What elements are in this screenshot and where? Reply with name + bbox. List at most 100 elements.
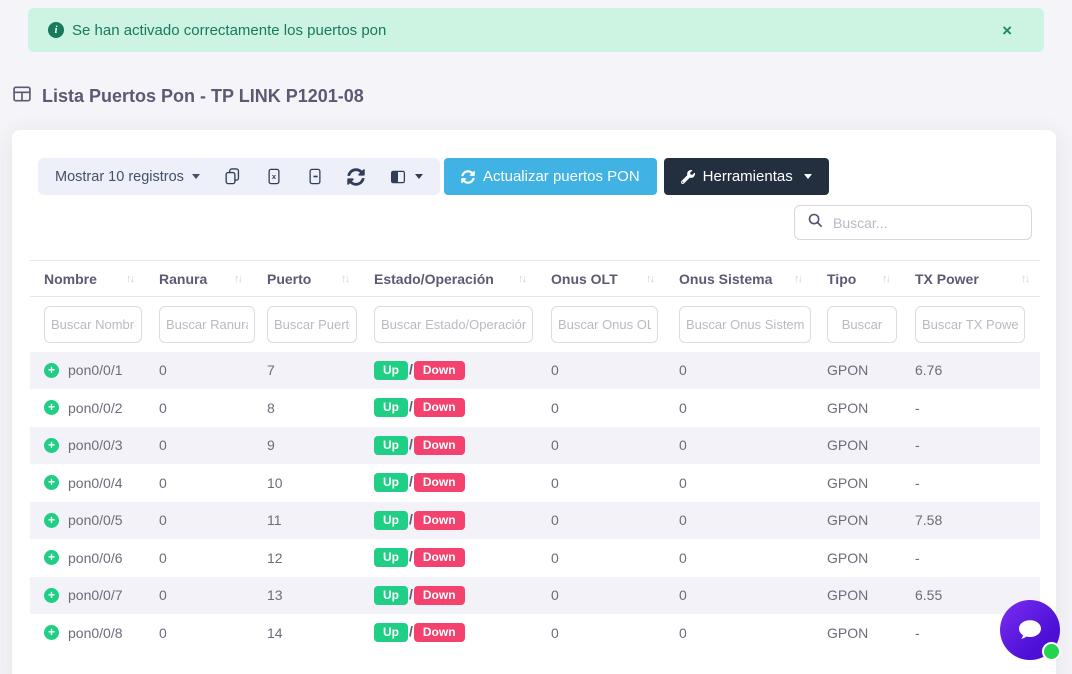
chat-online-dot bbox=[1042, 642, 1061, 661]
alert-message: Se han activado correctamente los puerto… bbox=[72, 22, 386, 39]
estado-operacion-cell: Up/Down bbox=[360, 464, 537, 502]
sort-icon bbox=[126, 273, 133, 285]
status-down-badge: Down bbox=[414, 398, 465, 417]
sort-icon bbox=[794, 273, 801, 285]
puerto-cell: 11 bbox=[253, 502, 360, 540]
info-circle-icon: i bbox=[48, 22, 64, 38]
search-icon bbox=[807, 212, 824, 234]
column-header-onus-sistema[interactable]: Onus Sistema bbox=[665, 261, 813, 297]
expand-row-icon[interactable] bbox=[44, 475, 59, 490]
onus-sistema-cell: 0 bbox=[665, 539, 813, 577]
column-header-tipo[interactable]: Tipo bbox=[813, 261, 901, 297]
onus-sistema-cell: 0 bbox=[665, 577, 813, 615]
tx-power-cell: 7.58 bbox=[901, 502, 1040, 540]
port-name: pon0/0/3 bbox=[68, 437, 123, 453]
status-down-badge: Down bbox=[414, 361, 465, 380]
estado-operacion-cell: Up/Down bbox=[360, 577, 537, 615]
status-up-badge: Up bbox=[374, 548, 408, 567]
nombre-cell: pon0/0/1 bbox=[30, 352, 145, 390]
column-header-onus-olt[interactable]: Onus OLT bbox=[537, 261, 665, 297]
badge-separator: / bbox=[409, 511, 413, 527]
filter-puerto-input[interactable] bbox=[267, 306, 357, 343]
caret-down-icon bbox=[192, 174, 200, 179]
port-name: pon0/0/2 bbox=[68, 400, 123, 416]
column-header-nombre[interactable]: Nombre bbox=[30, 261, 145, 297]
expand-row-icon[interactable] bbox=[44, 588, 59, 603]
onus-olt-cell: 0 bbox=[537, 502, 665, 540]
filter-ranura-input[interactable] bbox=[159, 306, 255, 343]
chat-widget-button[interactable] bbox=[1000, 600, 1060, 660]
tipo-cell: GPON bbox=[813, 539, 901, 577]
onus-olt-cell: 0 bbox=[537, 464, 665, 502]
status-down-badge: Down bbox=[414, 511, 465, 530]
nombre-cell: pon0/0/7 bbox=[30, 577, 145, 615]
filter-onus-olt-input[interactable] bbox=[551, 306, 658, 343]
filter-tx-power-input[interactable] bbox=[915, 306, 1025, 343]
column-header-tx-power[interactable]: TX Power bbox=[901, 261, 1040, 297]
puerto-cell: 7 bbox=[253, 352, 360, 390]
ranura-cell: 0 bbox=[145, 427, 253, 465]
caret-down-icon bbox=[804, 174, 812, 179]
filter-nombre-input[interactable] bbox=[44, 306, 142, 343]
ranura-cell: 0 bbox=[145, 502, 253, 540]
export-file-icon[interactable] bbox=[306, 166, 324, 187]
port-name: pon0/0/5 bbox=[68, 512, 123, 528]
expand-row-icon[interactable] bbox=[44, 625, 59, 640]
column-header-estado-operacion[interactable]: Estado/Operación bbox=[360, 261, 537, 297]
onus-sistema-cell: 0 bbox=[665, 427, 813, 465]
port-name: pon0/0/1 bbox=[68, 362, 123, 378]
refresh-icon bbox=[461, 170, 475, 184]
onus-olt-cell: 0 bbox=[537, 389, 665, 427]
table-row: pon0/0/6 0 12 Up/Down 0 0 GPON - bbox=[30, 539, 1040, 577]
ranura-cell: 0 bbox=[145, 577, 253, 615]
page-title-text: Lista Puertos Pon - TP LINK P1201-08 bbox=[42, 86, 364, 107]
page-length-label: Mostrar 10 registros bbox=[55, 169, 184, 185]
wrench-icon bbox=[681, 170, 695, 184]
port-name: pon0/0/4 bbox=[68, 475, 123, 491]
tools-dropdown-button[interactable]: Herramientas bbox=[664, 158, 829, 195]
tipo-cell: GPON bbox=[813, 352, 901, 390]
reload-icon[interactable] bbox=[347, 168, 365, 186]
chat-bubble-icon bbox=[1015, 615, 1045, 645]
filter-tipo-input[interactable] bbox=[827, 306, 897, 343]
status-up-badge: Up bbox=[374, 473, 408, 492]
page-title: Lista Puertos Pon - TP LINK P1201-08 bbox=[12, 84, 364, 109]
onus-olt-cell: 0 bbox=[537, 577, 665, 615]
export-excel-icon[interactable]: x bbox=[265, 166, 283, 187]
filter-estado-operacion-input[interactable] bbox=[374, 306, 533, 343]
sort-icon bbox=[518, 273, 525, 285]
puerto-cell: 9 bbox=[253, 427, 360, 465]
estado-operacion-cell: Up/Down bbox=[360, 614, 537, 652]
expand-row-icon[interactable] bbox=[44, 513, 59, 528]
tx-power-cell: - bbox=[901, 427, 1040, 465]
onus-sistema-cell: 0 bbox=[665, 389, 813, 427]
nombre-cell: pon0/0/2 bbox=[30, 389, 145, 427]
tools-button-label: Herramientas bbox=[703, 168, 793, 185]
copy-icon[interactable] bbox=[223, 166, 242, 187]
estado-operacion-cell: Up/Down bbox=[360, 352, 537, 390]
status-down-badge: Down bbox=[414, 473, 465, 492]
sort-icon bbox=[1021, 273, 1028, 285]
column-visibility-icon[interactable] bbox=[388, 168, 423, 186]
status-up-badge: Up bbox=[374, 511, 408, 530]
tipo-cell: GPON bbox=[813, 389, 901, 427]
badge-separator: / bbox=[409, 473, 413, 489]
close-alert-icon[interactable]: × bbox=[1002, 22, 1012, 39]
onus-olt-cell: 0 bbox=[537, 539, 665, 577]
column-header-ranura[interactable]: Ranura bbox=[145, 261, 253, 297]
search-input[interactable] bbox=[833, 215, 1019, 231]
table-row: pon0/0/5 0 11 Up/Down 0 0 GPON 7.58 bbox=[30, 502, 1040, 540]
filter-onus-sistema-input[interactable] bbox=[679, 306, 811, 343]
onus-sistema-cell: 0 bbox=[665, 614, 813, 652]
expand-row-icon[interactable] bbox=[44, 363, 59, 378]
column-header-puerto[interactable]: Puerto bbox=[253, 261, 360, 297]
page-length-select[interactable]: Mostrar 10 registros bbox=[55, 169, 200, 185]
expand-row-icon[interactable] bbox=[44, 550, 59, 565]
expand-row-icon[interactable] bbox=[44, 438, 59, 453]
ranura-cell: 0 bbox=[145, 389, 253, 427]
update-pon-ports-button[interactable]: Actualizar puertos PON bbox=[444, 158, 657, 195]
tx-power-cell: - bbox=[901, 539, 1040, 577]
onus-sistema-cell: 0 bbox=[665, 502, 813, 540]
expand-row-icon[interactable] bbox=[44, 400, 59, 415]
tipo-cell: GPON bbox=[813, 427, 901, 465]
